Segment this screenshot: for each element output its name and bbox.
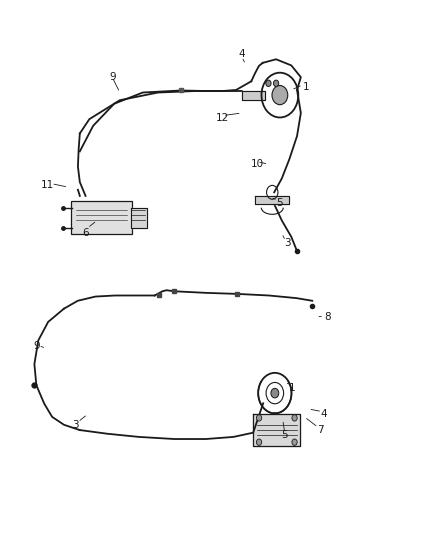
Polygon shape — [255, 196, 290, 204]
Text: 11: 11 — [41, 180, 54, 190]
Polygon shape — [242, 91, 265, 100]
Text: 8: 8 — [325, 312, 332, 321]
Circle shape — [257, 415, 261, 421]
Text: 5: 5 — [281, 430, 288, 440]
Text: 12: 12 — [216, 113, 230, 123]
Text: 3: 3 — [72, 420, 79, 430]
Text: 4: 4 — [321, 409, 328, 419]
Text: 3: 3 — [284, 238, 291, 248]
Text: 10: 10 — [251, 159, 264, 169]
Text: 1: 1 — [289, 383, 296, 393]
Circle shape — [292, 415, 297, 421]
Circle shape — [257, 439, 261, 446]
FancyBboxPatch shape — [71, 201, 132, 235]
Text: 4: 4 — [238, 49, 245, 59]
Polygon shape — [253, 414, 300, 446]
Polygon shape — [131, 208, 146, 228]
Text: 5: 5 — [276, 198, 283, 207]
Circle shape — [271, 389, 279, 398]
Circle shape — [292, 439, 297, 446]
Circle shape — [273, 80, 279, 86]
Text: 7: 7 — [317, 425, 324, 435]
Text: 1: 1 — [303, 83, 310, 92]
Circle shape — [272, 85, 288, 104]
Text: 9: 9 — [33, 341, 40, 351]
Text: 6: 6 — [82, 228, 89, 238]
Circle shape — [266, 80, 271, 86]
Text: 9: 9 — [109, 72, 116, 82]
